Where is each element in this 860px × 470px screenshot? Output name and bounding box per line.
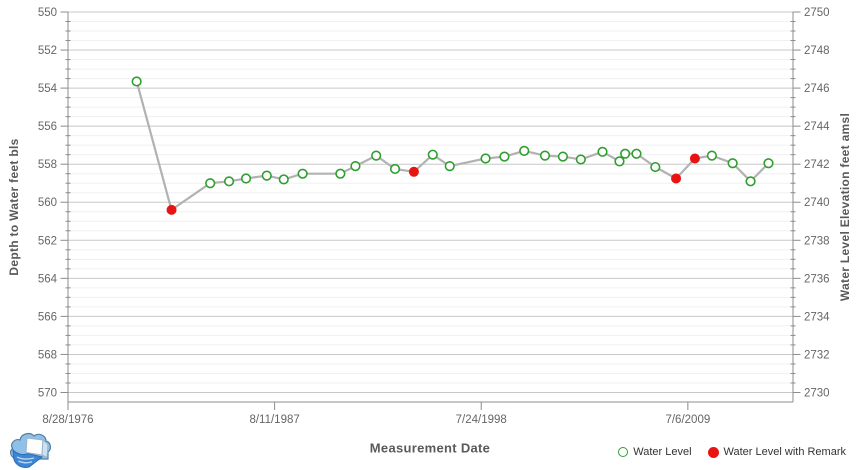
chart-legend: Water Level Water Level with Remark	[618, 446, 846, 458]
data-point[interactable]	[389, 163, 401, 175]
data-point[interactable]	[480, 153, 491, 164]
data-point[interactable]	[557, 151, 569, 162]
left-tick-label: 568	[38, 349, 57, 361]
left-tick-label: 550	[38, 7, 57, 19]
left-tick-label: 562	[38, 235, 57, 247]
left-tick-label: 552	[38, 45, 57, 57]
right-tick-label: 2742	[804, 159, 830, 171]
left-tick-label: 560	[38, 197, 57, 209]
data-point[interactable]	[539, 150, 551, 161]
x-tick-label: 7/24/1998	[456, 414, 507, 426]
data-point[interactable]	[620, 148, 631, 159]
left-tick-label: 558	[38, 159, 57, 171]
right-tick-label: 2738	[804, 235, 830, 247]
data-point[interactable]	[240, 173, 252, 184]
right-tick-label: 2740	[804, 197, 830, 209]
data-point[interactable]	[350, 160, 361, 172]
right-tick-label: 2734	[804, 311, 830, 323]
data-point[interactable]	[614, 156, 625, 167]
left-tick-label: 566	[38, 311, 57, 323]
data-point[interactable]	[575, 154, 586, 165]
data-point-remark[interactable]	[408, 166, 419, 177]
left-axis-title: Depth to Water feet bls	[7, 138, 21, 276]
data-point[interactable]	[427, 149, 438, 160]
left-tick-label: 554	[38, 83, 58, 95]
data-point[interactable]	[444, 160, 455, 172]
data-point[interactable]	[499, 151, 510, 162]
legend-label-water-level-remark: Water Level with Remark	[723, 446, 846, 458]
right-tick-label: 2732	[804, 349, 830, 361]
x-tick-label: 8/11/1987	[249, 414, 299, 426]
data-point[interactable]	[727, 158, 738, 169]
data-point[interactable]	[519, 145, 530, 156]
right-tick-label: 2746	[804, 83, 830, 95]
cloud-data-logo-icon	[9, 432, 52, 468]
left-tick-label: 570	[38, 387, 57, 399]
data-point-remark[interactable]	[166, 204, 177, 215]
legend-label-water-level: Water Level	[633, 446, 692, 458]
right-tick-label: 2750	[804, 7, 830, 19]
data-point[interactable]	[205, 178, 216, 189]
data-point[interactable]	[223, 176, 235, 187]
data-point[interactable]	[763, 158, 774, 169]
legend-item-water-level-remark: Water Level with Remark	[707, 446, 846, 458]
data-point-remark[interactable]	[689, 153, 700, 164]
data-point[interactable]	[706, 150, 717, 161]
data-point[interactable]	[631, 148, 642, 159]
right-tick-label: 2748	[804, 45, 830, 57]
x-tick-label: 8/28/1976	[42, 414, 93, 426]
water-level-marker-icon	[618, 447, 629, 457]
data-point[interactable]	[261, 170, 272, 181]
data-point-remark[interactable]	[671, 173, 682, 184]
data-point[interactable]	[335, 168, 346, 179]
data-point[interactable]	[745, 176, 756, 187]
x-tick-label: 7/6/2009	[665, 414, 710, 426]
right-tick-label: 2736	[804, 273, 830, 285]
legend-item-water-level: Water Level	[618, 446, 692, 458]
data-point[interactable]	[278, 174, 289, 185]
data-point[interactable]	[650, 161, 661, 173]
data-point[interactable]	[597, 146, 608, 157]
data-point[interactable]	[131, 76, 142, 87]
remark-marker-icon	[707, 446, 719, 458]
right-tick-label: 2744	[804, 121, 830, 133]
data-point[interactable]	[371, 150, 382, 161]
left-tick-label: 564	[38, 273, 58, 285]
right-tick-label: 2730	[804, 387, 830, 399]
left-tick-label: 556	[38, 121, 57, 133]
right-axis-title: Water Level Elevation feet amsl	[838, 112, 852, 302]
x-axis-title: Measurement Date	[369, 440, 491, 456]
data-point[interactable]	[297, 168, 308, 179]
